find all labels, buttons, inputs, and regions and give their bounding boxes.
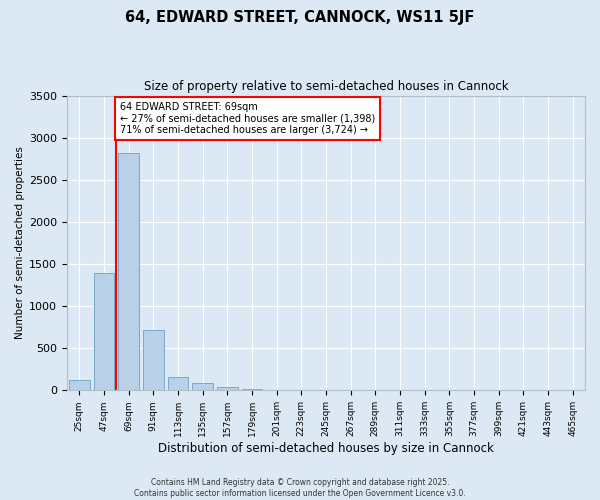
Bar (94, 274, 115, 390)
X-axis label: Distribution of semi-detached houses by size in Cannock: Distribution of semi-detached houses by … (158, 442, 494, 455)
Bar (143, 330, 164, 390)
Bar (217, 388, 238, 390)
Bar (242, 388, 262, 390)
Bar (192, 383, 213, 390)
Text: 64, EDWARD STREET, CANNOCK, WS11 5JF: 64, EDWARD STREET, CANNOCK, WS11 5JF (125, 10, 475, 25)
Bar (167, 378, 188, 390)
Text: 64 EDWARD STREET: 69sqm
← 27% of semi-detached houses are smaller (1,398)
71% of: 64 EDWARD STREET: 69sqm ← 27% of semi-de… (120, 102, 375, 136)
Title: Size of property relative to semi-detached houses in Cannock: Size of property relative to semi-detach… (143, 80, 508, 93)
Text: Contains HM Land Registry data © Crown copyright and database right 2025.
Contai: Contains HM Land Registry data © Crown c… (134, 478, 466, 498)
Bar (118, 153, 139, 390)
Y-axis label: Number of semi-detached properties: Number of semi-detached properties (15, 146, 25, 340)
Bar (69, 380, 90, 390)
